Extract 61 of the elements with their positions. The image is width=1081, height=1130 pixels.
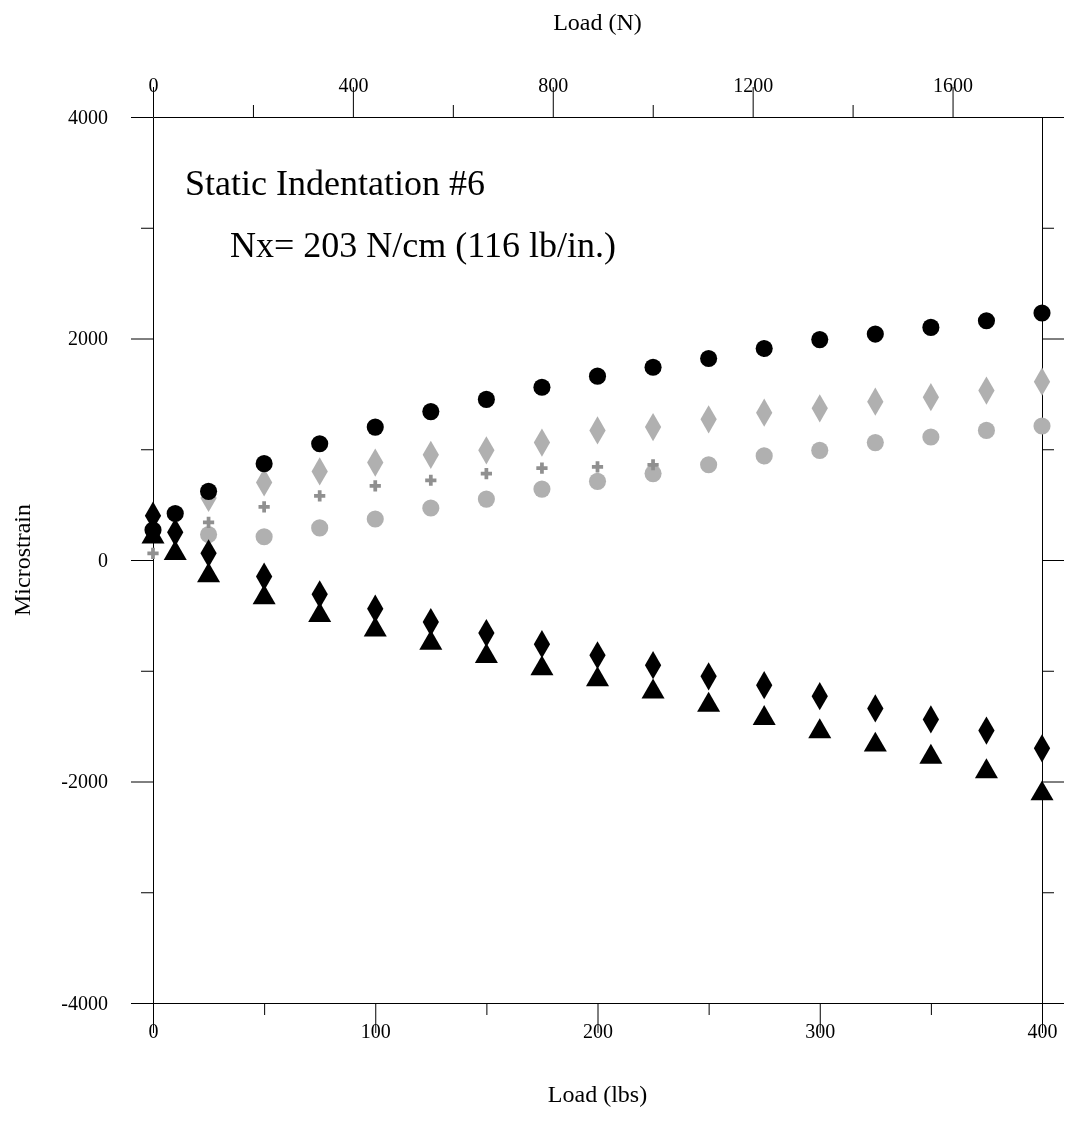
x-tick-label: 100 [360, 1020, 391, 1042]
point [647, 459, 659, 471]
point [311, 519, 329, 537]
point [536, 462, 548, 474]
point [866, 325, 884, 343]
y-axis-title: Microstrain [9, 504, 35, 616]
point [366, 418, 384, 436]
point [369, 480, 381, 492]
y-tick-label: 2000 [68, 327, 108, 350]
x2-axis-title: Load (N) [553, 9, 642, 35]
x-tick-label: 0 [148, 1020, 159, 1042]
point [200, 525, 218, 544]
point [166, 504, 184, 523]
x2-tick-label: 400 [338, 74, 369, 96]
point [866, 434, 884, 452]
y-tick-label: 0 [98, 548, 108, 571]
point [258, 501, 270, 513]
x-tick-label: 400 [1027, 1020, 1058, 1042]
point [700, 349, 718, 367]
point [202, 516, 215, 528]
point [311, 435, 329, 453]
x2-tick-label: 0 [148, 74, 159, 96]
point [755, 447, 773, 465]
x2-tick-label: 800 [538, 74, 569, 96]
point [477, 390, 495, 408]
point [200, 482, 218, 500]
point [977, 312, 995, 330]
point [700, 456, 718, 474]
point [314, 490, 326, 502]
point [591, 461, 604, 473]
point [422, 403, 440, 421]
x-tick-label: 300 [805, 1020, 836, 1042]
point [255, 455, 273, 473]
point [1033, 417, 1051, 435]
y-tick-label: -2000 [61, 770, 108, 793]
x-tick-label: 200 [583, 1020, 613, 1042]
point [922, 428, 940, 446]
point [477, 490, 495, 508]
point [425, 474, 437, 486]
annotation: Static Indentation #6 [185, 163, 485, 203]
point [977, 421, 995, 439]
point [922, 318, 940, 336]
x2-tick-label: 1600 [933, 74, 974, 96]
y-tick-label: -4000 [61, 991, 108, 1014]
x-axis-title: Load (lbs) [547, 1081, 648, 1107]
point [533, 480, 551, 498]
point [255, 528, 273, 546]
point [811, 441, 829, 459]
annotation: Nx= 203 N/cm (116 lb/in.) [230, 225, 616, 265]
point [588, 472, 607, 490]
point [811, 331, 829, 349]
point [588, 367, 607, 385]
point [533, 378, 551, 396]
point [422, 499, 440, 517]
point [147, 547, 159, 559]
point [366, 510, 384, 528]
y-tick-label: 4000 [68, 105, 108, 128]
x2-tick-label: 1200 [733, 74, 774, 96]
point [1033, 304, 1051, 322]
point [644, 358, 662, 376]
point [755, 339, 773, 358]
